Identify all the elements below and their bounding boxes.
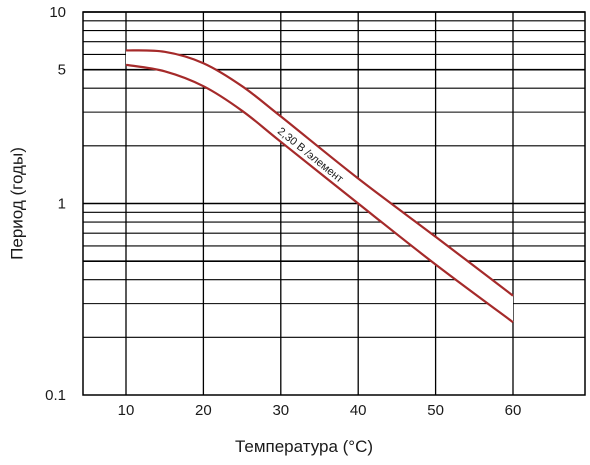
x-tick-label: 20 (195, 402, 212, 419)
y-tick-labels: 0.1 1 5 10 (45, 4, 66, 404)
y-tick-label: 10 (49, 4, 66, 21)
x-tick-label: 50 (427, 402, 444, 419)
band-label: 2,30 В /элемент (275, 125, 345, 185)
x-tick-label: 10 (118, 402, 135, 419)
x-tick-label: 30 (272, 402, 289, 419)
y-tick-label: 1 (58, 196, 66, 213)
band-upper-line (125, 49, 514, 297)
x-tick-label: 40 (350, 402, 367, 419)
lifetime-band (125, 49, 514, 324)
y-tick-label: 5 (58, 62, 66, 79)
band-lower-line (125, 63, 514, 324)
plot-frame (82, 11, 586, 396)
y-axis-title: Период (годы) (7, 147, 26, 260)
band-fill (126, 50, 513, 323)
x-tick-labels: 10 20 30 40 50 60 (118, 402, 522, 419)
x-tick-label: 60 (505, 402, 522, 419)
y-tick-label: 0.1 (45, 387, 66, 404)
x-axis-title: Температура (°C) (235, 437, 373, 456)
